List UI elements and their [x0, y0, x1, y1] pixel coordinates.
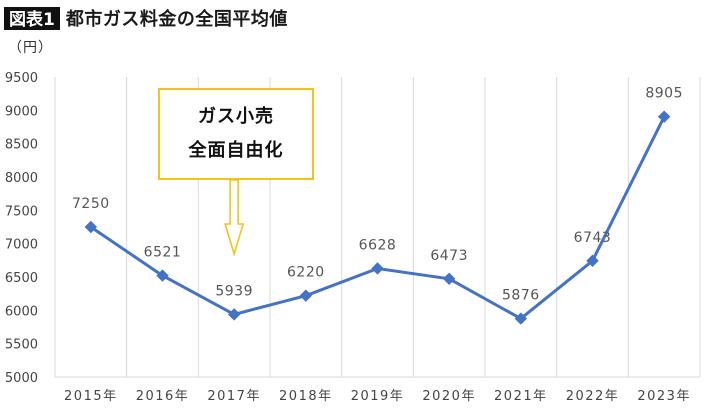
data-point-marker — [84, 220, 98, 234]
grid-lines — [54, 77, 701, 378]
data-point-marker — [371, 262, 384, 275]
data-label: 6743 — [574, 230, 612, 246]
x-tick-label: 2019年 — [351, 389, 405, 404]
data-label: 6220 — [287, 265, 325, 281]
data-label: 7250 — [72, 196, 110, 212]
data-label: 5939 — [215, 283, 253, 299]
data-label: 6521 — [144, 245, 182, 261]
x-tick-label: 2016年 — [136, 389, 190, 404]
data-point-marker — [156, 269, 169, 282]
data-markers — [84, 110, 671, 325]
x-tick-label: 2022年 — [566, 389, 620, 404]
data-label: 8905 — [645, 86, 683, 102]
x-tick-label: 2018年 — [279, 389, 333, 404]
y-axis-ticks: 5000 5500 6000 6500 7000 7500 8000 8500 9000 9500 — [5, 71, 38, 386]
data-point-marker — [299, 289, 313, 302]
x-tick-label: 2017年 — [207, 389, 261, 404]
y-tick-label: 6000 — [5, 304, 38, 319]
data-point-marker — [586, 254, 599, 268]
deregulation-callout: ガス小売 全面自由化 — [158, 88, 314, 180]
callout-line-1: ガス小売 — [198, 106, 274, 127]
down-arrow-icon — [224, 179, 245, 257]
callout-arrow — [224, 179, 245, 257]
y-tick-label: 8000 — [5, 171, 38, 186]
y-tick-label: 9500 — [5, 71, 38, 86]
y-tick-label: 7500 — [5, 204, 38, 219]
x-tick-label: 2021年 — [494, 389, 548, 404]
x-tick-label: 2015年 — [64, 389, 118, 404]
data-label: 6473 — [430, 248, 468, 264]
x-axis-ticks: 2015年 2016年 2017年 2018年 2019年 2020年 2021年 2022年… — [64, 389, 691, 404]
data-labels: 7250 6521 5939 6220 6628 6473 5876 6743 8905 — [72, 86, 683, 304]
data-point-marker — [514, 312, 528, 325]
y-tick-label: 5500 — [5, 338, 38, 353]
x-tick-label: 2020年 — [422, 389, 476, 404]
data-label: 5876 — [502, 288, 540, 304]
callout-line-2: 全面自由化 — [188, 140, 284, 161]
y-tick-label: 9000 — [5, 104, 38, 119]
chart-header: 図表1 都市ガス料金の全国平均値 — [4, 4, 288, 32]
y-axis-unit-label: （円） — [8, 40, 53, 56]
data-label: 6628 — [359, 237, 397, 253]
y-tick-label: 7000 — [5, 238, 38, 253]
figure-badge: 図表1 — [4, 6, 60, 30]
chart-title: 都市ガス料金の全国平均値 — [65, 9, 288, 30]
y-tick-label: 8500 — [5, 138, 38, 153]
x-tick-label: 2023年 — [637, 389, 691, 404]
data-point-marker — [657, 110, 671, 123]
y-tick-label: 6500 — [5, 271, 38, 286]
data-point-marker — [227, 308, 241, 321]
y-tick-label: 5000 — [5, 371, 38, 386]
data-point-marker — [442, 272, 456, 286]
